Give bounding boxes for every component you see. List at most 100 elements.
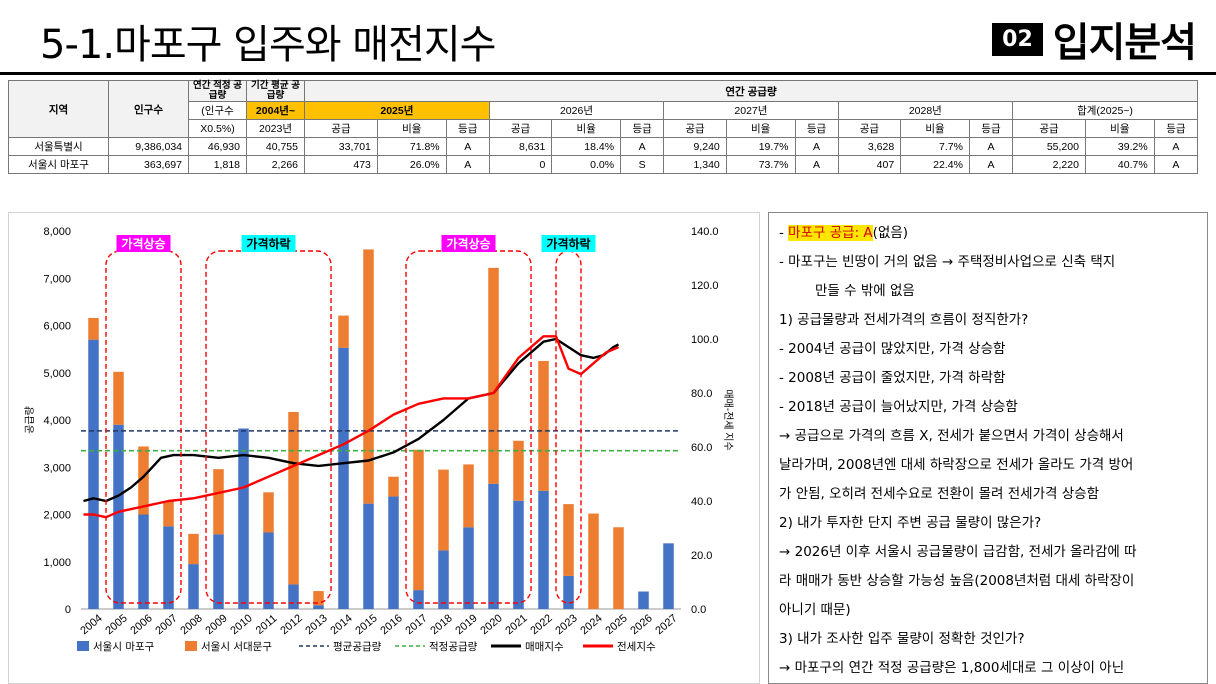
x-tick-label: 2009	[203, 612, 229, 637]
header-ratio: 비율	[1084, 119, 1155, 138]
bar-seodaemun	[588, 513, 599, 609]
x-tick-label: 2022	[528, 612, 554, 637]
cell-grade: A	[794, 137, 839, 156]
header-2027: 2027년	[663, 101, 839, 120]
header-ratio: 비율	[725, 119, 796, 138]
chart-svg: 0 1,000 2,000 3,000 4,000 5,000 6,000 7,000 8,00…	[24, 226, 734, 653]
cell-proper: 46,930	[188, 137, 247, 156]
annotation-label: 가격상승	[446, 236, 490, 251]
note-line: 만들 수 밖에 없음	[779, 277, 1197, 306]
header-ratio: 비율	[376, 119, 447, 138]
page-title: 5-1.마포구 입주와 매전지수	[40, 22, 496, 68]
header-annual-supply: 연간 공급량	[304, 80, 1198, 102]
note-highlight: 마포구 공급: A	[788, 225, 873, 241]
header-total: 합계(2025~)	[1012, 101, 1198, 120]
bar-mapo	[438, 550, 449, 609]
header-period-avg: 기간 평균 공급량	[246, 80, 305, 102]
header-supply: 공급	[837, 119, 902, 138]
note-line: 라 매매가 동반 상승할 가능성 높음(2008년처럼 대세 하락장이	[779, 567, 1197, 596]
y2-tick-label: 60.0	[691, 442, 712, 454]
bar-seodaemun	[163, 501, 174, 527]
y-tick-label: 0	[65, 604, 71, 616]
cell-region: 서울특별시	[8, 137, 109, 156]
bar-seodaemun	[88, 317, 99, 340]
y-tick-label: 2,000	[43, 510, 71, 522]
legend-label: 평균공급량	[333, 641, 382, 653]
legend-label: 매매지수	[525, 641, 564, 653]
header-2028: 2028년	[837, 101, 1014, 120]
jeonse-index-line	[83, 335, 619, 519]
y2-tick-label: 40.0	[691, 496, 712, 508]
note-text: 가 안됨, 오히려 전세수요로 전환이 몰려 전세가격 상승함	[779, 486, 1099, 502]
cell-proper: 1,818	[188, 155, 247, 174]
y-tick-label: 7,000	[43, 273, 71, 285]
supply-table: 지역 인구수 연간 적정 공급량 기간 평균 공급량 연간 공급량 (인구수 2…	[8, 80, 1199, 174]
cell-ratio: 0.0%	[551, 155, 622, 174]
bar-mapo	[188, 564, 199, 609]
cell-supply: 33,701	[304, 137, 378, 156]
note-text: 3) 내가 조사한 입주 물량이 정확한 것인가?	[779, 631, 1025, 647]
cell-supply: 2,220	[1012, 155, 1086, 174]
x-tick-label: 2013	[303, 612, 329, 637]
legend-label: 서울시 서대문구	[201, 641, 272, 653]
header-grade: 등급	[445, 119, 490, 138]
y-axis-label: 공급량	[24, 406, 36, 434]
x-tick-label: 2021	[503, 612, 529, 637]
annotation-label: 가격하락	[246, 236, 290, 251]
header-ratio: 비율	[900, 119, 970, 138]
y2-tick-label: 0.0	[691, 604, 706, 616]
note-text: 날라가며, 2008년엔 대세 하락장으로 전세가 올라도 가격 방어	[779, 457, 1134, 473]
header-period-to: 2023년	[246, 119, 305, 138]
x-tick-label: 2007	[153, 612, 179, 637]
header-grade: 등급	[1153, 119, 1199, 138]
note-line: 3) 내가 조사한 입주 물량이 정확한 것인가?	[779, 625, 1197, 654]
header-supply: 공급	[663, 119, 727, 138]
cell-ratio: 22.4%	[900, 155, 970, 174]
header-supply: 공급	[488, 119, 553, 138]
x-tick-label: 2011	[254, 613, 280, 637]
note-text: 라 매매가 동반 상승할 가능성 높음(2008년처럼 대세 하락장이	[779, 573, 1135, 589]
bar-mapo	[488, 483, 499, 609]
cell-grade: A	[794, 155, 839, 174]
x-tick-label: 2004	[78, 612, 104, 637]
x-tick-label: 2016	[378, 612, 404, 637]
header-region: 지역	[8, 80, 109, 138]
header-grade: 등급	[968, 119, 1014, 138]
bar-seodaemun	[388, 476, 399, 497]
bar-mapo	[163, 526, 174, 609]
cell-ratio: 40.7%	[1084, 155, 1155, 174]
legend-label: 서울시 마포구	[93, 641, 155, 653]
bar-seodaemun	[338, 315, 349, 348]
header-2026: 2026년	[488, 101, 665, 120]
cell-supply: 3,628	[837, 137, 902, 156]
note-line: 아니기 때문)	[779, 596, 1197, 625]
note-text: 만들 수 밖에 없음	[815, 283, 915, 299]
bar-seodaemun	[438, 469, 449, 551]
x-tick-label: 2019	[453, 612, 479, 637]
cell-grade: A	[620, 137, 665, 156]
bar-seodaemun	[413, 449, 424, 591]
header-population: 인구수	[108, 80, 189, 138]
note-text: -	[779, 225, 789, 241]
cell-ratio: 39.2%	[1084, 137, 1155, 156]
y2-tick-label: 120.0	[691, 280, 719, 292]
cell-grade: A	[968, 137, 1014, 156]
note-line: - 2018년 공급이 늘어났지만, 가격 상승함	[779, 393, 1197, 422]
cell-supply: 8,631	[488, 137, 553, 156]
y-tick-label: 5,000	[43, 368, 71, 380]
note-line: → 2026년 이후 서울시 공급물량이 급감함, 전세가 올라감에 따	[779, 538, 1197, 567]
bar-mapo	[513, 500, 524, 609]
note-line: - 마포구는 빈땅이 거의 없음 → 주택정비사업으로 신축 택지	[779, 248, 1197, 277]
section-number: 02	[992, 22, 1043, 56]
cell-grade: S	[620, 155, 665, 174]
y2-tick-label: 140.0	[691, 226, 719, 238]
bar-mapo	[663, 543, 674, 609]
cell-supply: 407	[837, 155, 902, 174]
section-label: 02 입지분석	[992, 10, 1197, 68]
note-text: → 2026년 이후 서울시 공급물량이 급감함, 전세가 올라감에 따	[779, 544, 1137, 560]
note-line: - 2004년 공급이 많았지만, 가격 상승함	[779, 335, 1197, 364]
bar-seodaemun	[613, 527, 624, 609]
header-2025: 2025년	[304, 101, 490, 120]
note-line: → 마포구의 연간 적정 공급량은 1,800세대로 그 이상이 아닌	[779, 654, 1197, 683]
x-tick-label: 2005	[103, 612, 129, 637]
